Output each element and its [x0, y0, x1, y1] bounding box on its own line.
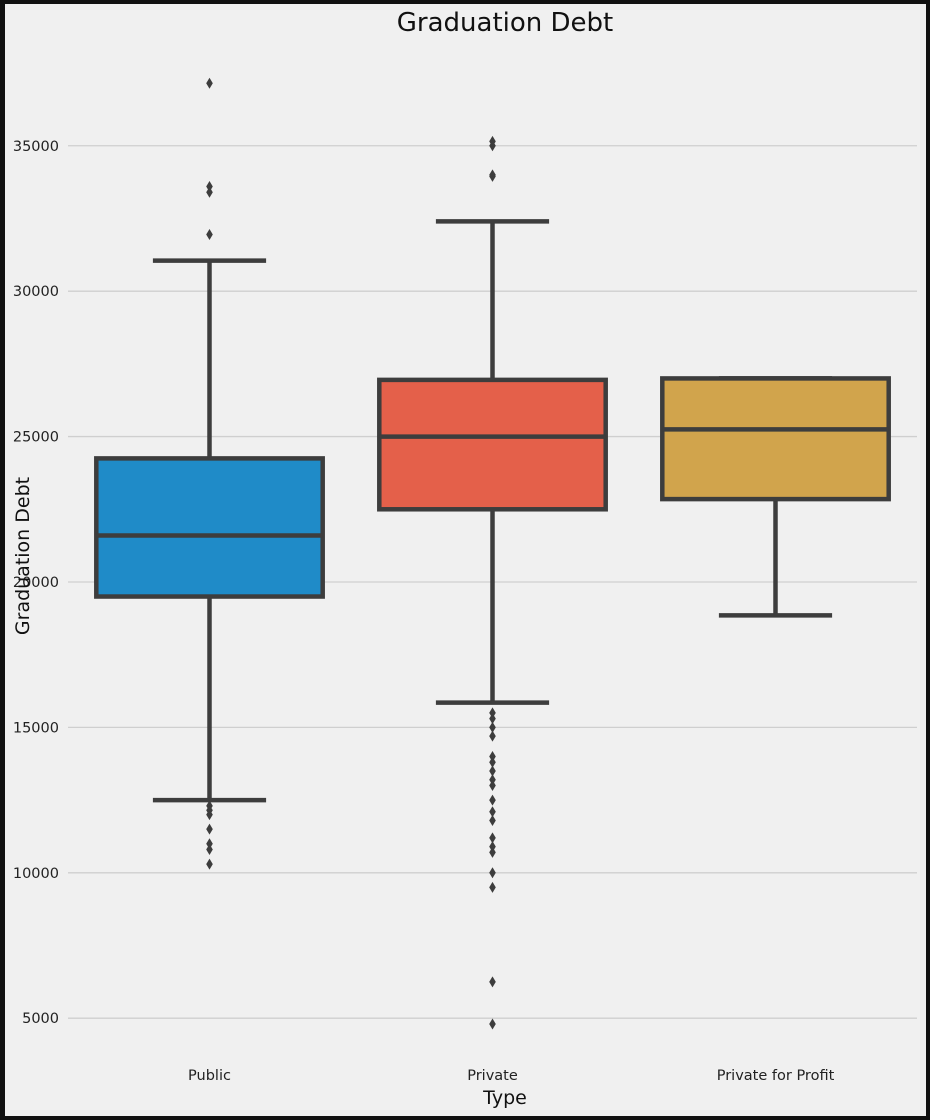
x-axis-label: Type	[482, 1087, 527, 1109]
outlier-point	[489, 780, 496, 792]
outlier-point	[489, 721, 496, 733]
x-tick-label: Private	[467, 1068, 518, 1084]
outlier-point	[206, 838, 213, 850]
boxes-layer	[94, 77, 891, 1030]
box-group	[377, 135, 608, 1030]
y-tick-label: 25000	[13, 430, 59, 446]
iqr-box	[377, 377, 608, 512]
outlier-point	[489, 814, 496, 826]
x-tick-labels: Public Private Private for Profit	[188, 1068, 835, 1084]
y-tick-label: 20000	[13, 575, 59, 591]
outlier-point	[206, 228, 213, 240]
outlier-point	[489, 713, 496, 725]
outlier-point	[489, 774, 496, 786]
y-tick-labels: 5000 10000 15000 20000 25000 30000 35000	[13, 139, 59, 1027]
outlier-point	[206, 823, 213, 835]
x-tick-label: Public	[188, 1068, 231, 1084]
y-tick-label: 10000	[13, 866, 59, 882]
iqr-box	[660, 376, 891, 502]
outlier-point	[489, 841, 496, 853]
outlier-point	[489, 846, 496, 858]
chart-figure: Graduation Debt 5000 10000 15000 20000 25000…	[5, 4, 926, 1116]
outlier-point	[489, 756, 496, 768]
outlier-point	[489, 707, 496, 719]
chart-title: Graduation Debt	[397, 8, 613, 38]
y-tick-label: 15000	[13, 720, 59, 736]
box-group	[94, 77, 325, 870]
outlier-point	[206, 186, 213, 198]
outlier-point	[489, 170, 496, 182]
x-tick-label: Private for Profit	[717, 1068, 835, 1084]
y-axis-label: Graduation Debt	[12, 477, 34, 635]
outlier-point	[206, 858, 213, 870]
outlier-point	[489, 765, 496, 777]
outlier-point	[489, 867, 496, 879]
outlier-point	[489, 976, 496, 988]
outlier-point	[206, 844, 213, 856]
box-plot-chart: Graduation Debt 5000 10000 15000 20000 25000…	[12, 8, 917, 1109]
outlier-point	[206, 180, 213, 192]
outlier-point	[489, 832, 496, 844]
outlier-point	[489, 1018, 496, 1030]
outlier-point	[489, 730, 496, 742]
outlier-point	[489, 140, 496, 152]
y-tick-label: 35000	[13, 139, 59, 155]
outlier-point	[489, 881, 496, 893]
y-tick-label: 5000	[22, 1011, 59, 1027]
outlier-point	[489, 794, 496, 806]
outlier-point	[206, 77, 213, 89]
box-group	[660, 376, 891, 618]
outlier-point	[489, 750, 496, 762]
y-tick-label: 30000	[13, 284, 59, 300]
outlier-point	[489, 806, 496, 818]
iqr-box	[94, 456, 325, 599]
outlier-point	[206, 809, 213, 821]
